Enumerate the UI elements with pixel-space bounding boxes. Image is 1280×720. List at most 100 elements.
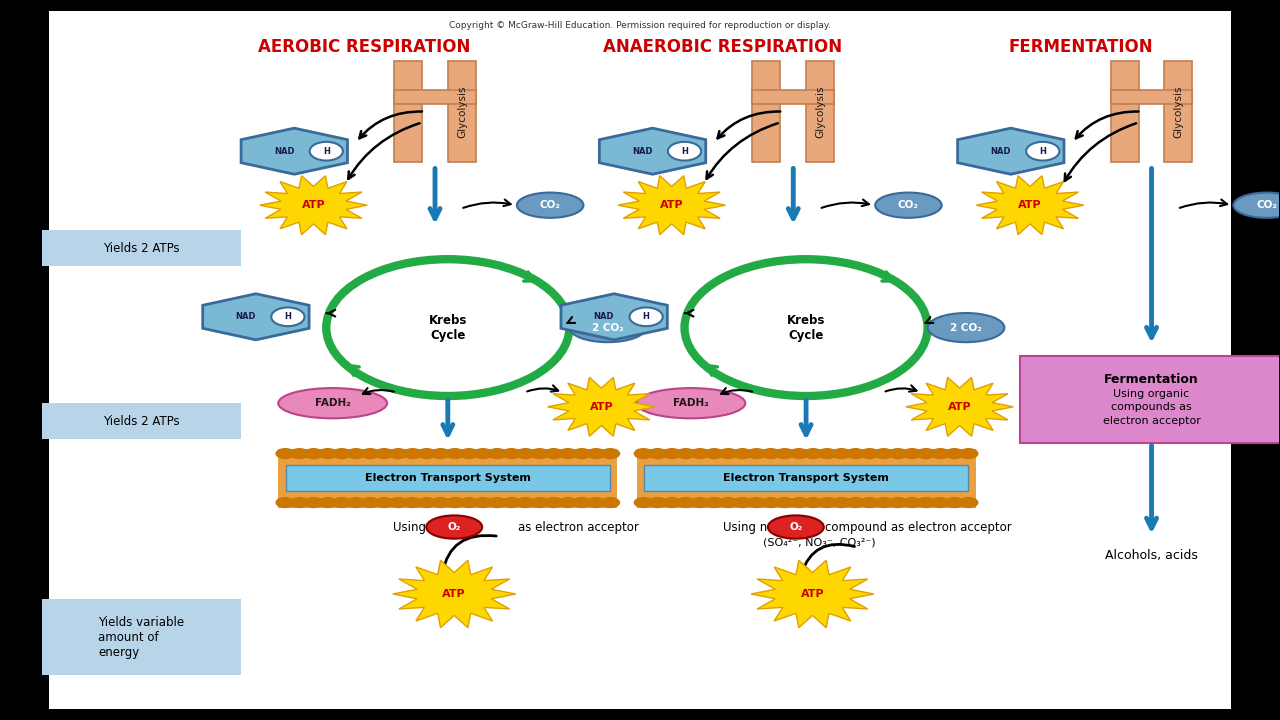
Circle shape: [402, 497, 422, 508]
FancyBboxPatch shape: [1165, 61, 1193, 162]
Circle shape: [332, 448, 352, 459]
Circle shape: [289, 497, 310, 508]
Text: Krebs
Cycle: Krebs Cycle: [429, 314, 467, 341]
Circle shape: [402, 448, 422, 459]
Circle shape: [945, 448, 964, 459]
FancyBboxPatch shape: [42, 403, 241, 439]
Circle shape: [860, 497, 879, 508]
Circle shape: [959, 497, 978, 508]
Circle shape: [445, 497, 465, 508]
Circle shape: [874, 497, 893, 508]
Circle shape: [888, 448, 908, 459]
Text: NAD: NAD: [991, 147, 1011, 156]
Circle shape: [431, 497, 451, 508]
Circle shape: [959, 448, 978, 459]
Ellipse shape: [768, 516, 824, 539]
Text: H: H: [323, 147, 330, 156]
Circle shape: [832, 448, 851, 459]
Circle shape: [916, 497, 936, 508]
Text: CO₂: CO₂: [1256, 200, 1277, 210]
Text: Yields variable
amount of
energy: Yields variable amount of energy: [99, 616, 184, 659]
Circle shape: [746, 448, 767, 459]
Text: H: H: [284, 312, 292, 321]
Circle shape: [586, 448, 607, 459]
Circle shape: [558, 448, 577, 459]
FancyBboxPatch shape: [278, 449, 617, 508]
Circle shape: [732, 448, 753, 459]
Circle shape: [572, 448, 591, 459]
Circle shape: [431, 448, 451, 459]
Circle shape: [600, 448, 621, 459]
Circle shape: [275, 497, 296, 508]
Text: compound as electron acceptor: compound as electron acceptor: [826, 521, 1012, 534]
Polygon shape: [561, 294, 667, 340]
Text: CO₂: CO₂: [899, 200, 919, 210]
Circle shape: [648, 448, 668, 459]
Circle shape: [317, 497, 338, 508]
Circle shape: [630, 307, 663, 326]
Circle shape: [746, 497, 767, 508]
Circle shape: [931, 448, 950, 459]
FancyBboxPatch shape: [42, 599, 241, 675]
Polygon shape: [548, 377, 655, 436]
Circle shape: [803, 497, 823, 508]
Polygon shape: [618, 176, 726, 235]
Circle shape: [1027, 142, 1060, 161]
Text: Using non-: Using non-: [723, 521, 786, 534]
Circle shape: [289, 448, 310, 459]
Circle shape: [445, 448, 465, 459]
Text: ATP: ATP: [947, 402, 972, 412]
Circle shape: [516, 497, 535, 508]
FancyBboxPatch shape: [42, 230, 241, 266]
Circle shape: [275, 448, 296, 459]
Text: ATP: ATP: [801, 589, 824, 599]
FancyBboxPatch shape: [448, 61, 476, 162]
Circle shape: [360, 497, 380, 508]
FancyBboxPatch shape: [753, 90, 835, 104]
Circle shape: [902, 448, 922, 459]
Circle shape: [818, 497, 837, 508]
Ellipse shape: [876, 192, 942, 218]
FancyBboxPatch shape: [394, 90, 476, 104]
Circle shape: [760, 497, 781, 508]
Text: 2 CO₂: 2 CO₂: [950, 323, 982, 333]
Polygon shape: [241, 128, 347, 174]
Circle shape: [662, 497, 682, 508]
Circle shape: [530, 448, 549, 459]
Circle shape: [774, 448, 795, 459]
Circle shape: [732, 497, 753, 508]
Circle shape: [818, 448, 837, 459]
Circle shape: [388, 448, 408, 459]
Ellipse shape: [570, 313, 646, 342]
Text: Electron Transport System: Electron Transport System: [365, 473, 531, 483]
Text: FADH₂: FADH₂: [315, 398, 351, 408]
Circle shape: [788, 448, 809, 459]
Ellipse shape: [636, 388, 745, 418]
Ellipse shape: [278, 388, 387, 418]
Circle shape: [488, 448, 507, 459]
Text: ATP: ATP: [660, 200, 684, 210]
Circle shape: [346, 497, 366, 508]
Ellipse shape: [1234, 192, 1280, 218]
Circle shape: [474, 448, 493, 459]
Text: NAD: NAD: [274, 147, 294, 156]
Text: ATP: ATP: [302, 200, 325, 210]
Circle shape: [572, 497, 591, 508]
Circle shape: [704, 448, 724, 459]
FancyBboxPatch shape: [394, 61, 422, 162]
FancyBboxPatch shape: [753, 61, 781, 162]
Polygon shape: [751, 560, 874, 628]
Circle shape: [888, 497, 908, 508]
Text: Using: Using: [393, 521, 426, 534]
Circle shape: [317, 448, 338, 459]
Circle shape: [310, 142, 343, 161]
FancyBboxPatch shape: [806, 61, 835, 162]
Circle shape: [374, 448, 394, 459]
Circle shape: [600, 497, 621, 508]
Text: O₂: O₂: [448, 522, 461, 532]
Text: 2 CO₂: 2 CO₂: [591, 323, 623, 333]
Circle shape: [718, 497, 739, 508]
Text: Using organic: Using organic: [1114, 389, 1189, 399]
Circle shape: [374, 497, 394, 508]
Polygon shape: [202, 294, 308, 340]
